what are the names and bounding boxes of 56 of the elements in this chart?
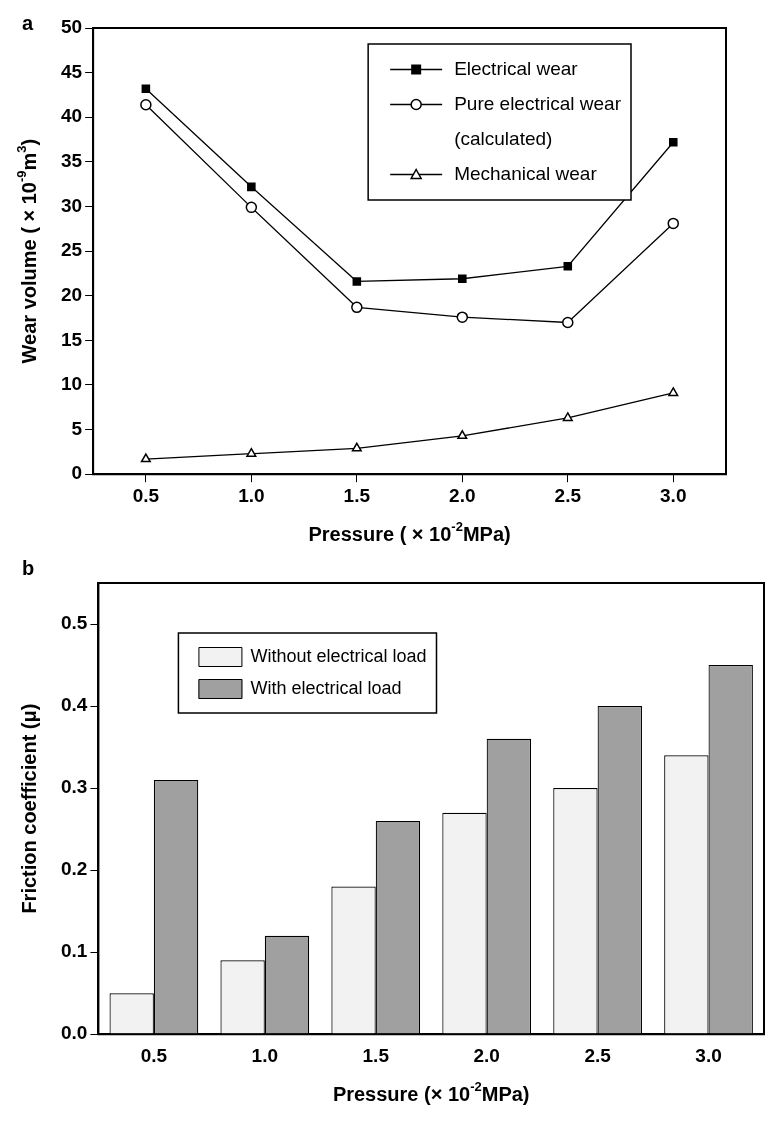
point (247, 182, 256, 192)
legend-label: Without electrical load (250, 645, 427, 666)
y-tick-label: 45 (60, 60, 83, 82)
chart-title: a (22, 11, 34, 34)
x-tick-label: 0.5 (140, 1044, 168, 1066)
point (245, 201, 258, 214)
y-tick-label: 30 (60, 194, 83, 216)
point (668, 137, 678, 147)
legend-label: Mechanical wear (454, 162, 598, 184)
point (457, 430, 468, 440)
point (456, 311, 469, 323)
y-tick-label: 35 (60, 150, 83, 172)
y-tick-label: 0.3 (60, 776, 88, 798)
point (141, 84, 151, 93)
y-tick-label: 0.1 (60, 940, 88, 962)
x-tick-label: 2.5 (584, 1044, 612, 1066)
x-tick-label: 1.0 (251, 1044, 279, 1066)
y-axis-title: Wear volume ( × 10-9m3) (13, 138, 40, 364)
point (140, 453, 151, 463)
y-tick-label: 5 (71, 417, 83, 439)
y-tick-label: 0.5 (60, 612, 88, 634)
point (352, 277, 362, 286)
point (458, 274, 467, 284)
point (351, 301, 363, 314)
point (562, 412, 573, 422)
x-tick-label: 1.5 (343, 484, 371, 506)
legend-label: Electrical wear (454, 57, 579, 79)
x-tick-label: 3.0 (660, 484, 687, 506)
y-tick-label: 10 (60, 373, 83, 395)
point (140, 99, 152, 111)
chart-title: b (22, 556, 35, 579)
point (246, 447, 257, 457)
x-tick-label: 2.5 (554, 484, 582, 506)
point (351, 442, 362, 452)
x-tick-label: 2.0 (473, 1044, 500, 1066)
point (563, 261, 573, 271)
point (562, 316, 574, 329)
y-tick-label: 0.4 (60, 694, 88, 716)
point (667, 217, 680, 230)
y-tick-label: 40 (60, 105, 83, 127)
x-tick-label: 3.0 (695, 1044, 722, 1066)
y-tick-label: 20 (60, 283, 83, 305)
legend-label: With electrical load (250, 677, 402, 698)
x-tick-label: 2.0 (449, 484, 476, 506)
y-tick-label: 0.0 (60, 1022, 88, 1044)
y-axis-title: Friction coefficient (μ) (17, 703, 40, 914)
legend-label: Pure electrical wear (calculated) (454, 92, 622, 149)
x-tick-label: 1.0 (238, 484, 265, 506)
x-tick-label: 1.5 (362, 1044, 390, 1066)
point (668, 387, 679, 397)
y-tick-label: 15 (60, 328, 83, 350)
y-tick-label: 0.2 (60, 858, 88, 880)
y-tick-label: 50 (60, 16, 83, 38)
x-tick-label: 0.5 (132, 484, 160, 506)
y-tick-label: 25 (60, 239, 83, 261)
y-tick-label: 0 (71, 462, 83, 484)
